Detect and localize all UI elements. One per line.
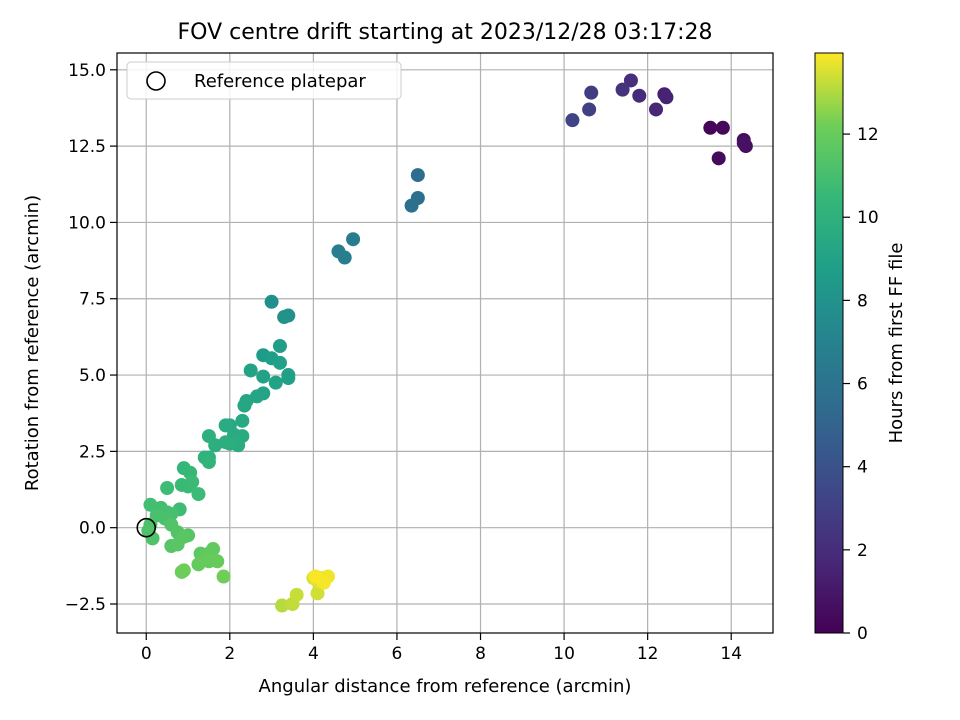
data-point: [237, 398, 252, 413]
data-point: [289, 587, 304, 602]
data-point: [623, 73, 638, 88]
colorbar-tick-label: 10: [857, 208, 879, 228]
data-point: [243, 363, 258, 378]
data-point: [218, 418, 233, 433]
colorbar-tick-label: 6: [857, 375, 868, 395]
plot-frame: [116, 52, 774, 634]
colorbar-ticks: 0 2 4 6 8 10 12: [843, 125, 879, 644]
legend-box: [126, 61, 402, 100]
chart-title: FOV centre drift starting at 2023/12/28 …: [178, 20, 713, 45]
x-axis: 0 2 4 6 8 10 12 14: [141, 633, 742, 664]
data-point: [275, 598, 290, 613]
legend-label: Reference platepar: [194, 71, 366, 92]
data-points: [141, 73, 753, 613]
data-point: [308, 569, 323, 584]
data-point: [218, 435, 233, 450]
data-point: [346, 232, 361, 247]
data-point: [145, 531, 160, 546]
y-tick-label: −2.5: [65, 595, 106, 615]
data-point: [201, 429, 216, 444]
x-tick-label: 8: [475, 644, 486, 664]
x-tick-label: 12: [637, 644, 659, 664]
data-point: [337, 250, 352, 265]
data-point: [711, 151, 726, 166]
data-point: [268, 375, 283, 390]
colorbar: 0 2 4 6 8 10 12 Hours from first FF file: [814, 52, 907, 644]
colorbar-tick-label: 12: [857, 125, 879, 145]
y-axis: −2.5 0.0 2.5 5.0 7.5 10.0 12.5 15.0: [65, 61, 117, 615]
y-tick-label: 10.0: [68, 213, 106, 233]
data-point: [715, 120, 730, 135]
data-point: [235, 413, 250, 428]
y-tick-label: 5.0: [79, 366, 106, 386]
y-tick-label: 7.5: [79, 290, 106, 310]
data-point: [410, 168, 425, 183]
x-tick-label: 4: [308, 644, 319, 664]
data-point: [216, 569, 231, 584]
data-point: [160, 481, 175, 495]
legend: Reference platepar: [126, 61, 402, 100]
data-point: [256, 369, 271, 384]
y-tick-label: 0.0: [79, 519, 106, 539]
data-point: [185, 474, 200, 489]
legend-marker-open-circle: [146, 71, 166, 91]
y-tick-label: 2.5: [79, 442, 106, 462]
x-axis-label: Angular distance from reference (arcmin): [259, 676, 632, 697]
data-point: [615, 82, 630, 97]
colorbar-tick-label: 2: [857, 541, 868, 561]
data-point: [632, 88, 647, 103]
data-point: [272, 339, 287, 354]
data-point: [176, 563, 191, 578]
x-tick-label: 0: [141, 644, 152, 664]
data-point: [582, 102, 597, 117]
y-tick-label: 15.0: [68, 61, 106, 81]
data-point: [264, 294, 279, 309]
data-point: [310, 586, 325, 601]
reference-platepar-marker: [136, 517, 157, 538]
x-tick-label: 6: [392, 644, 403, 664]
y-tick-label: 12.5: [68, 137, 106, 157]
x-tick-label: 10: [553, 644, 575, 664]
colorbar-tick-label: 4: [857, 458, 868, 478]
y-axis-label: Rotation from reference (arcmin): [22, 195, 43, 491]
data-point: [272, 355, 287, 370]
data-point: [703, 120, 718, 135]
data-point: [277, 310, 292, 325]
data-point: [191, 487, 206, 502]
data-point: [201, 455, 216, 470]
colorbar-tick-label: 8: [857, 291, 868, 311]
grid: [117, 53, 773, 633]
data-point: [210, 554, 225, 569]
data-point: [176, 529, 191, 544]
data-point: [281, 371, 296, 386]
data-point: [206, 542, 221, 557]
data-point: [736, 136, 751, 151]
colorbar-label: Hours from first FF file: [886, 243, 907, 444]
x-tick-label: 2: [224, 644, 235, 664]
data-point: [584, 85, 599, 100]
data-point: [249, 389, 264, 404]
data-point: [659, 90, 674, 105]
data-point: [649, 102, 664, 117]
x-tick-label: 14: [720, 644, 742, 664]
data-point: [565, 113, 580, 128]
colorbar-gradient: [814, 52, 844, 634]
colorbar-tick-label: 0: [857, 624, 868, 644]
data-point: [404, 198, 419, 213]
